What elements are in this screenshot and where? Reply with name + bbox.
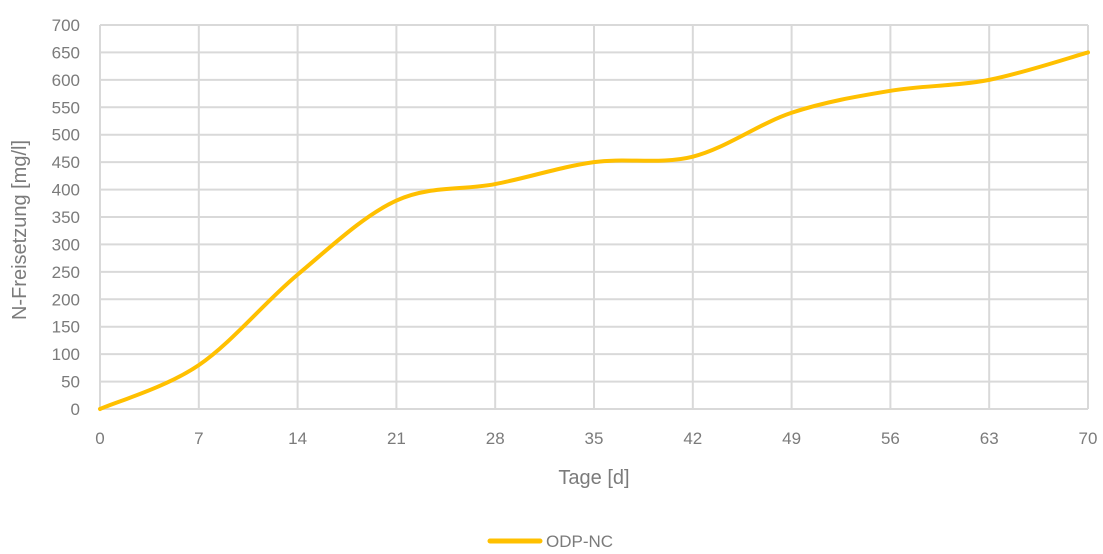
x-tick-labels: 0 7 14 21 28 35 42 49 56 63 70 — [95, 429, 1097, 448]
x-tick-label: 0 — [95, 429, 104, 448]
y-tick-label: 200 — [52, 290, 80, 309]
y-tick-label: 350 — [52, 208, 80, 227]
y-tick-label: 500 — [52, 126, 80, 145]
x-tick-label: 56 — [881, 429, 900, 448]
x-tick-label: 7 — [194, 429, 203, 448]
y-tick-label: 100 — [52, 345, 80, 364]
y-tick-label: 250 — [52, 263, 80, 282]
y-tick-label: 650 — [52, 43, 80, 62]
y-tick-label: 400 — [52, 181, 80, 200]
y-tick-label: 600 — [52, 71, 80, 90]
y-tick-labels: 0 50 100 150 200 250 300 350 400 450 500 550 600 650 7… — [52, 16, 80, 419]
x-tick-label: 63 — [980, 429, 999, 448]
y-tick-label: 300 — [52, 235, 80, 254]
x-tick-label: 35 — [585, 429, 604, 448]
legend-label-odp-nc: ODP-NC — [546, 532, 613, 549]
series-line-odp-nc — [98, 50, 1090, 411]
x-axis-title: Tage [d] — [558, 467, 629, 489]
y-tick-label: 450 — [52, 153, 80, 172]
y-tick-label: 700 — [52, 16, 80, 35]
x-tick-label: 28 — [486, 429, 505, 448]
grid-lines — [99, 24, 1089, 410]
y-tick-label: 50 — [61, 373, 80, 392]
x-tick-label: 70 — [1079, 429, 1098, 448]
y-tick-label: 0 — [71, 400, 80, 419]
x-tick-label: 42 — [683, 429, 702, 448]
y-tick-label: 550 — [52, 98, 80, 117]
y-tick-label: 150 — [52, 318, 80, 337]
x-tick-label: 49 — [782, 429, 801, 448]
x-tick-label: 14 — [288, 429, 307, 448]
x-tick-label: 21 — [387, 429, 406, 448]
series-layer — [98, 50, 1090, 411]
y-axis-title: N-Freisetzung [mg/l] — [9, 140, 31, 320]
legend: ODP-NC — [487, 532, 613, 551]
